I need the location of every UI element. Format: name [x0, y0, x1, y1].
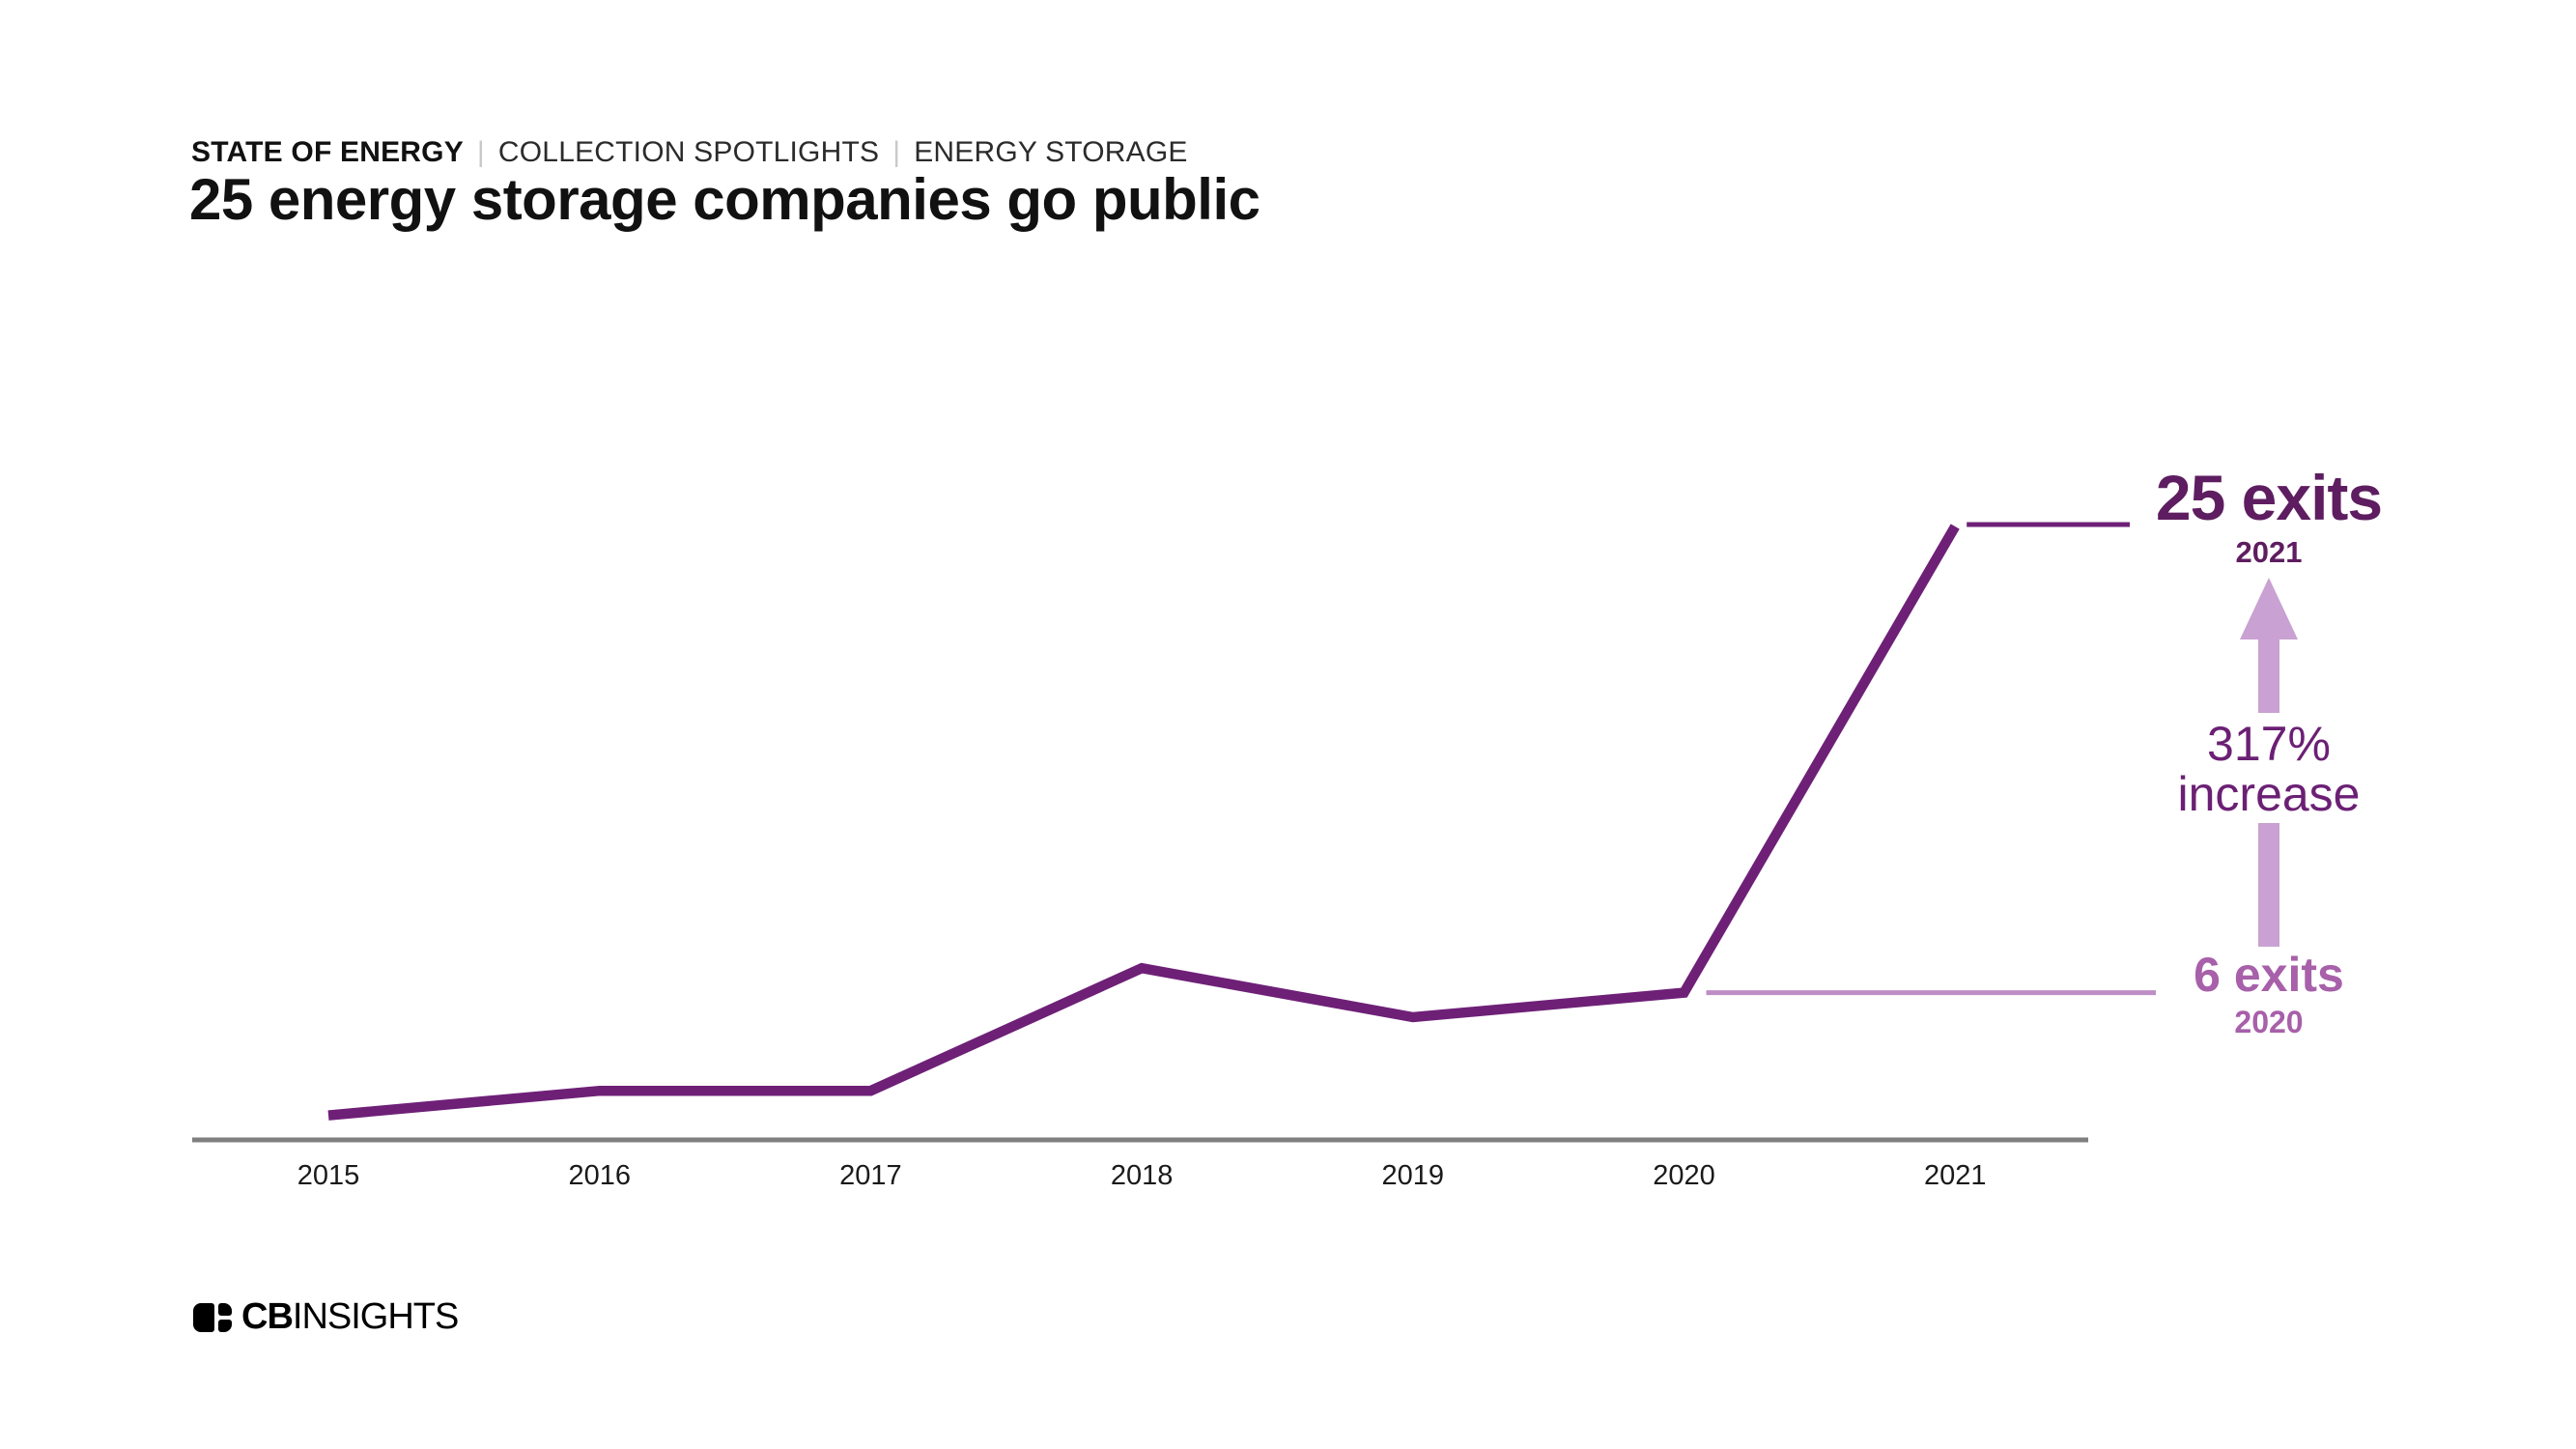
- base-annotation: 6 exits 2020: [2124, 951, 2414, 1040]
- x-tick-label: 2016: [568, 1160, 631, 1191]
- breadcrumb-divider: |: [476, 136, 485, 168]
- breadcrumb-collection: COLLECTION SPOTLIGHTS: [497, 136, 880, 168]
- exits-line: [327, 524, 1960, 1121]
- peak-annotation: 25 exits 2021: [2124, 466, 2414, 570]
- page-title: 25 energy storage companies go public: [189, 167, 1260, 232]
- peak-year-label: 2021: [2235, 535, 2303, 569]
- increase-arrow: [2240, 578, 2298, 947]
- x-tick-label: 2019: [1382, 1160, 1445, 1191]
- breadcrumb: STATE OF ENERGY | COLLECTION SPOTLIGHTS | EN…: [191, 135, 1188, 170]
- arrow-shaft-lower: [2258, 823, 2279, 947]
- breadcrumb-section: STATE OF ENERGY: [191, 136, 464, 168]
- increase-percent-label: 317%: [2207, 717, 2331, 771]
- logo-text-cb: CB: [241, 1296, 294, 1337]
- cbinsights-logo: CBINSIGHTS: [193, 1296, 459, 1338]
- x-tick-label: 2017: [839, 1160, 902, 1191]
- increase-word-label: increase: [2177, 767, 2361, 821]
- arrow-shaft-upper: [2258, 638, 2279, 713]
- x-tick-label: 2015: [297, 1160, 360, 1191]
- peak-value-label: 25 exits: [2155, 462, 2383, 533]
- cbinsights-logo-text: CBINSIGHTS: [241, 1296, 459, 1338]
- cbinsights-logo-icon: [193, 1302, 232, 1332]
- base-value-label: 6 exits: [2194, 948, 2344, 1002]
- x-tick-label: 2018: [1111, 1160, 1174, 1191]
- breadcrumb-divider: |: [892, 136, 901, 168]
- logo-text-insights: INSIGHTS: [292, 1296, 459, 1337]
- x-axis-labels: 2015 2016 2017 2018 2019 2020 2021: [297, 1160, 1987, 1191]
- x-tick-label: 2020: [1653, 1160, 1715, 1191]
- increase-annotation: 317% increase: [2124, 719, 2414, 819]
- arrow-head-icon: [2240, 578, 2298, 639]
- breadcrumb-topic: ENERGY STORAGE: [914, 136, 1188, 168]
- x-tick-label: 2021: [1924, 1160, 1987, 1191]
- base-year-label: 2020: [2234, 1005, 2304, 1039]
